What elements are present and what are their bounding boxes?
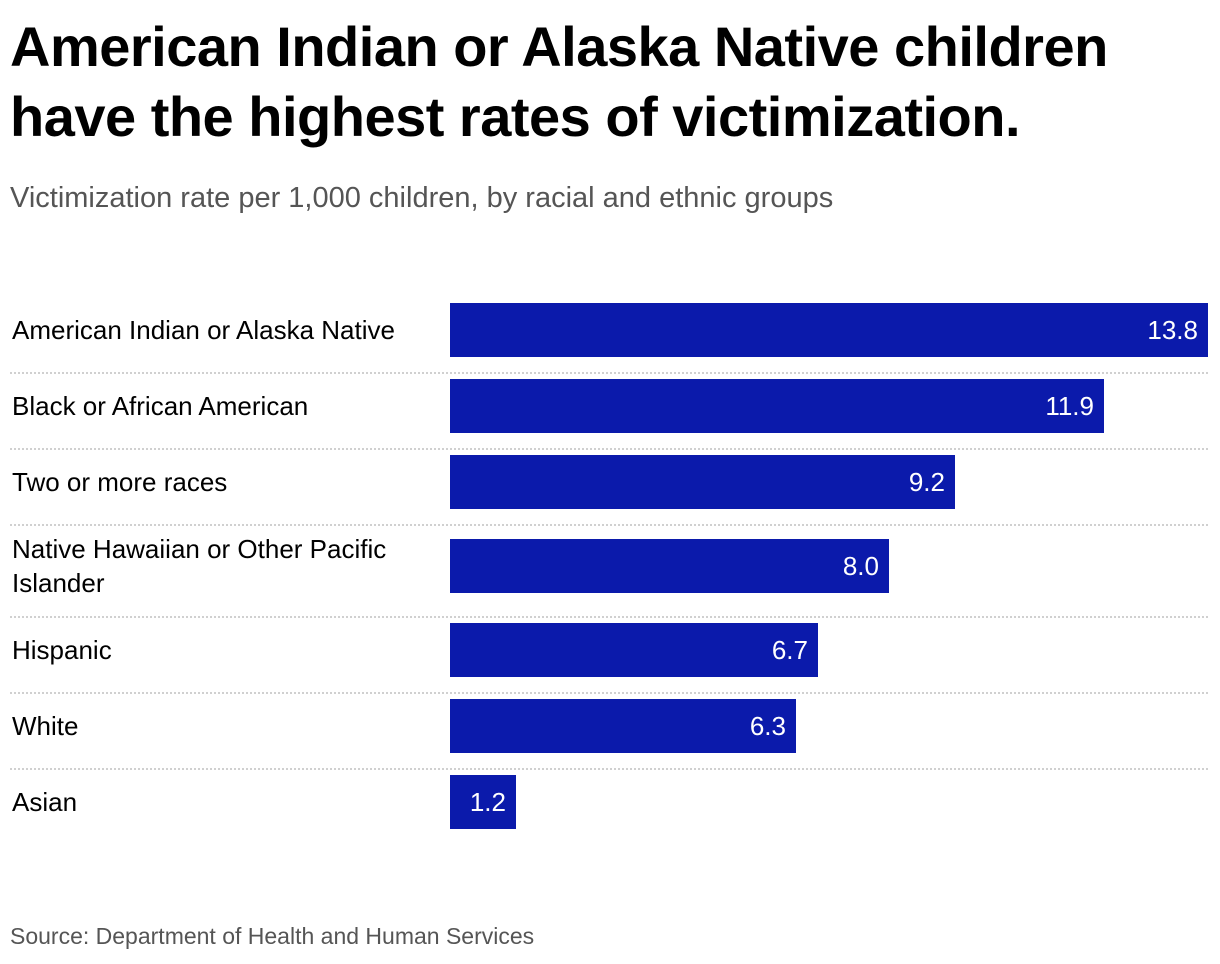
bar-value-label: 11.9 (1045, 391, 1094, 421)
chart-subtitle: Victimization rate per 1,000 children, b… (10, 182, 834, 214)
bar-value-label: 9.2 (908, 467, 945, 497)
category-label: White (12, 711, 79, 741)
category-label: American Indian or Alaska Native (12, 315, 395, 345)
bar: 11.9 (450, 379, 1104, 433)
row-separator (10, 768, 1208, 770)
bar-row: Two or more races 9.2 (10, 450, 1208, 526)
category-label: Black or African American (12, 391, 309, 421)
bar-value-label: 8.0 (842, 551, 879, 581)
row-separator (10, 524, 1208, 526)
bar: 6.3 (450, 699, 796, 753)
bar: 13.8 (450, 303, 1208, 357)
bar-row: Hispanic 6.7 (10, 618, 1208, 694)
bar-row: Black or African American 11.9 (10, 374, 1208, 450)
row-separator (10, 692, 1208, 694)
bar-value-label: 13.8 (1147, 315, 1198, 345)
category-label: Two or more races (12, 467, 228, 497)
bar-value-label: 6.7 (771, 635, 808, 665)
row-separator (10, 616, 1208, 618)
bar-chart: American Indian or Alaska Native 13.8 Blac… (0, 290, 1220, 830)
row-separator (10, 372, 1208, 374)
bar: 6.7 (450, 623, 818, 677)
bar-row: Native Hawaiian or Other Pacific Islande… (10, 526, 1208, 618)
bar-value-label: 1.2 (469, 787, 506, 817)
bar: 8.0 (450, 539, 889, 593)
row-separator (10, 448, 1208, 450)
bar-row: White 6.3 (10, 694, 1208, 770)
source-note: Source: Department of Health and Human S… (10, 923, 535, 949)
bar-row: Asian 1.2 (10, 770, 1208, 846)
chart-title: American Indian or Alaska Native childre… (10, 15, 1108, 148)
bar: 1.2 (450, 775, 516, 829)
category-label: Native Hawaiian or Other Pacific Islande… (12, 534, 387, 598)
bar: 9.2 (450, 455, 955, 509)
category-label: Asian (12, 787, 78, 817)
bar-value-label: 6.3 (749, 711, 786, 741)
bar-row: American Indian or Alaska Native 13.8 (10, 298, 1208, 374)
category-label: Hispanic (12, 635, 112, 665)
